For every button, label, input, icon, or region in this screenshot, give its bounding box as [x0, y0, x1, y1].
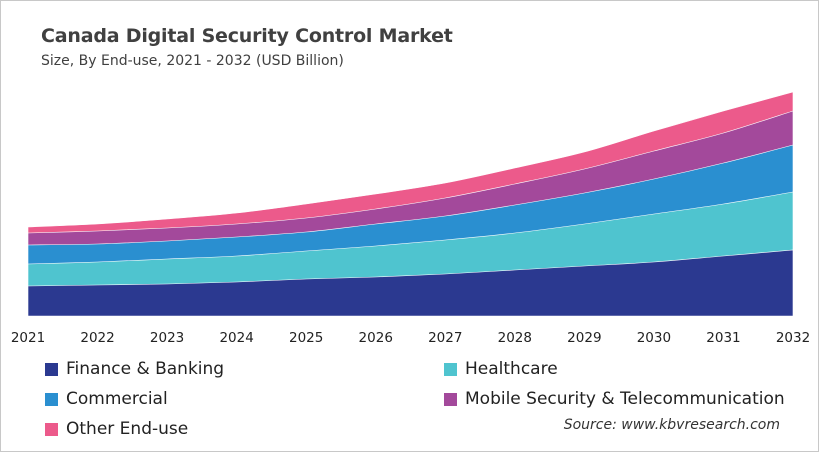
- x-tick-label: 2026: [359, 330, 393, 346]
- legend-label: Commercial: [66, 389, 168, 409]
- legend-label: Mobile Security & Telecommunication: [465, 389, 785, 409]
- legend-item-other-end-use: Other End-use: [45, 419, 188, 439]
- x-tick-label: 2022: [80, 330, 114, 346]
- x-tick-label: 2029: [567, 330, 601, 346]
- legend-label: Healthcare: [465, 359, 558, 379]
- chart-title: Canada Digital Security Control Market: [41, 25, 453, 47]
- x-tick-label: 2028: [498, 330, 532, 346]
- x-tick-label: 2021: [11, 330, 45, 346]
- legend-swatch: [444, 362, 457, 376]
- x-axis-ticks: 2021 2022 2023 2024 2025 2026 2027 2028 2029 2030…: [11, 330, 810, 346]
- x-tick-label: 2032: [776, 330, 810, 346]
- x-tick-label: 2023: [150, 330, 184, 346]
- legend-swatch: [45, 362, 58, 376]
- legend-item-finance-banking: Finance & Banking: [45, 359, 224, 379]
- chart-subtitle: Size, By End-use, 2021 - 2032 (USD Billi…: [41, 53, 344, 69]
- legend-item-commercial: Commercial: [45, 389, 168, 409]
- legend-label: Other End-use: [66, 419, 189, 439]
- source-note: Source: www.kbvresearch.com: [563, 417, 780, 433]
- x-tick-label: 2027: [428, 330, 462, 346]
- x-tick-label: 2025: [289, 330, 323, 346]
- area-finance-banking: [27, 249, 794, 317]
- legend-swatch: [444, 392, 457, 406]
- legend-item-mobile-security: Mobile Security & Telecommunication: [444, 389, 785, 409]
- legend-label: Finance & Banking: [66, 359, 225, 379]
- legend-swatch: [45, 422, 58, 436]
- x-tick-label: 2030: [637, 330, 671, 346]
- x-tick-label: 2031: [706, 330, 740, 346]
- x-tick-label: 2024: [219, 330, 253, 346]
- legend-swatch: [45, 392, 58, 406]
- legend-item-healthcare: Healthcare: [444, 359, 558, 379]
- area-layers: [27, 91, 794, 317]
